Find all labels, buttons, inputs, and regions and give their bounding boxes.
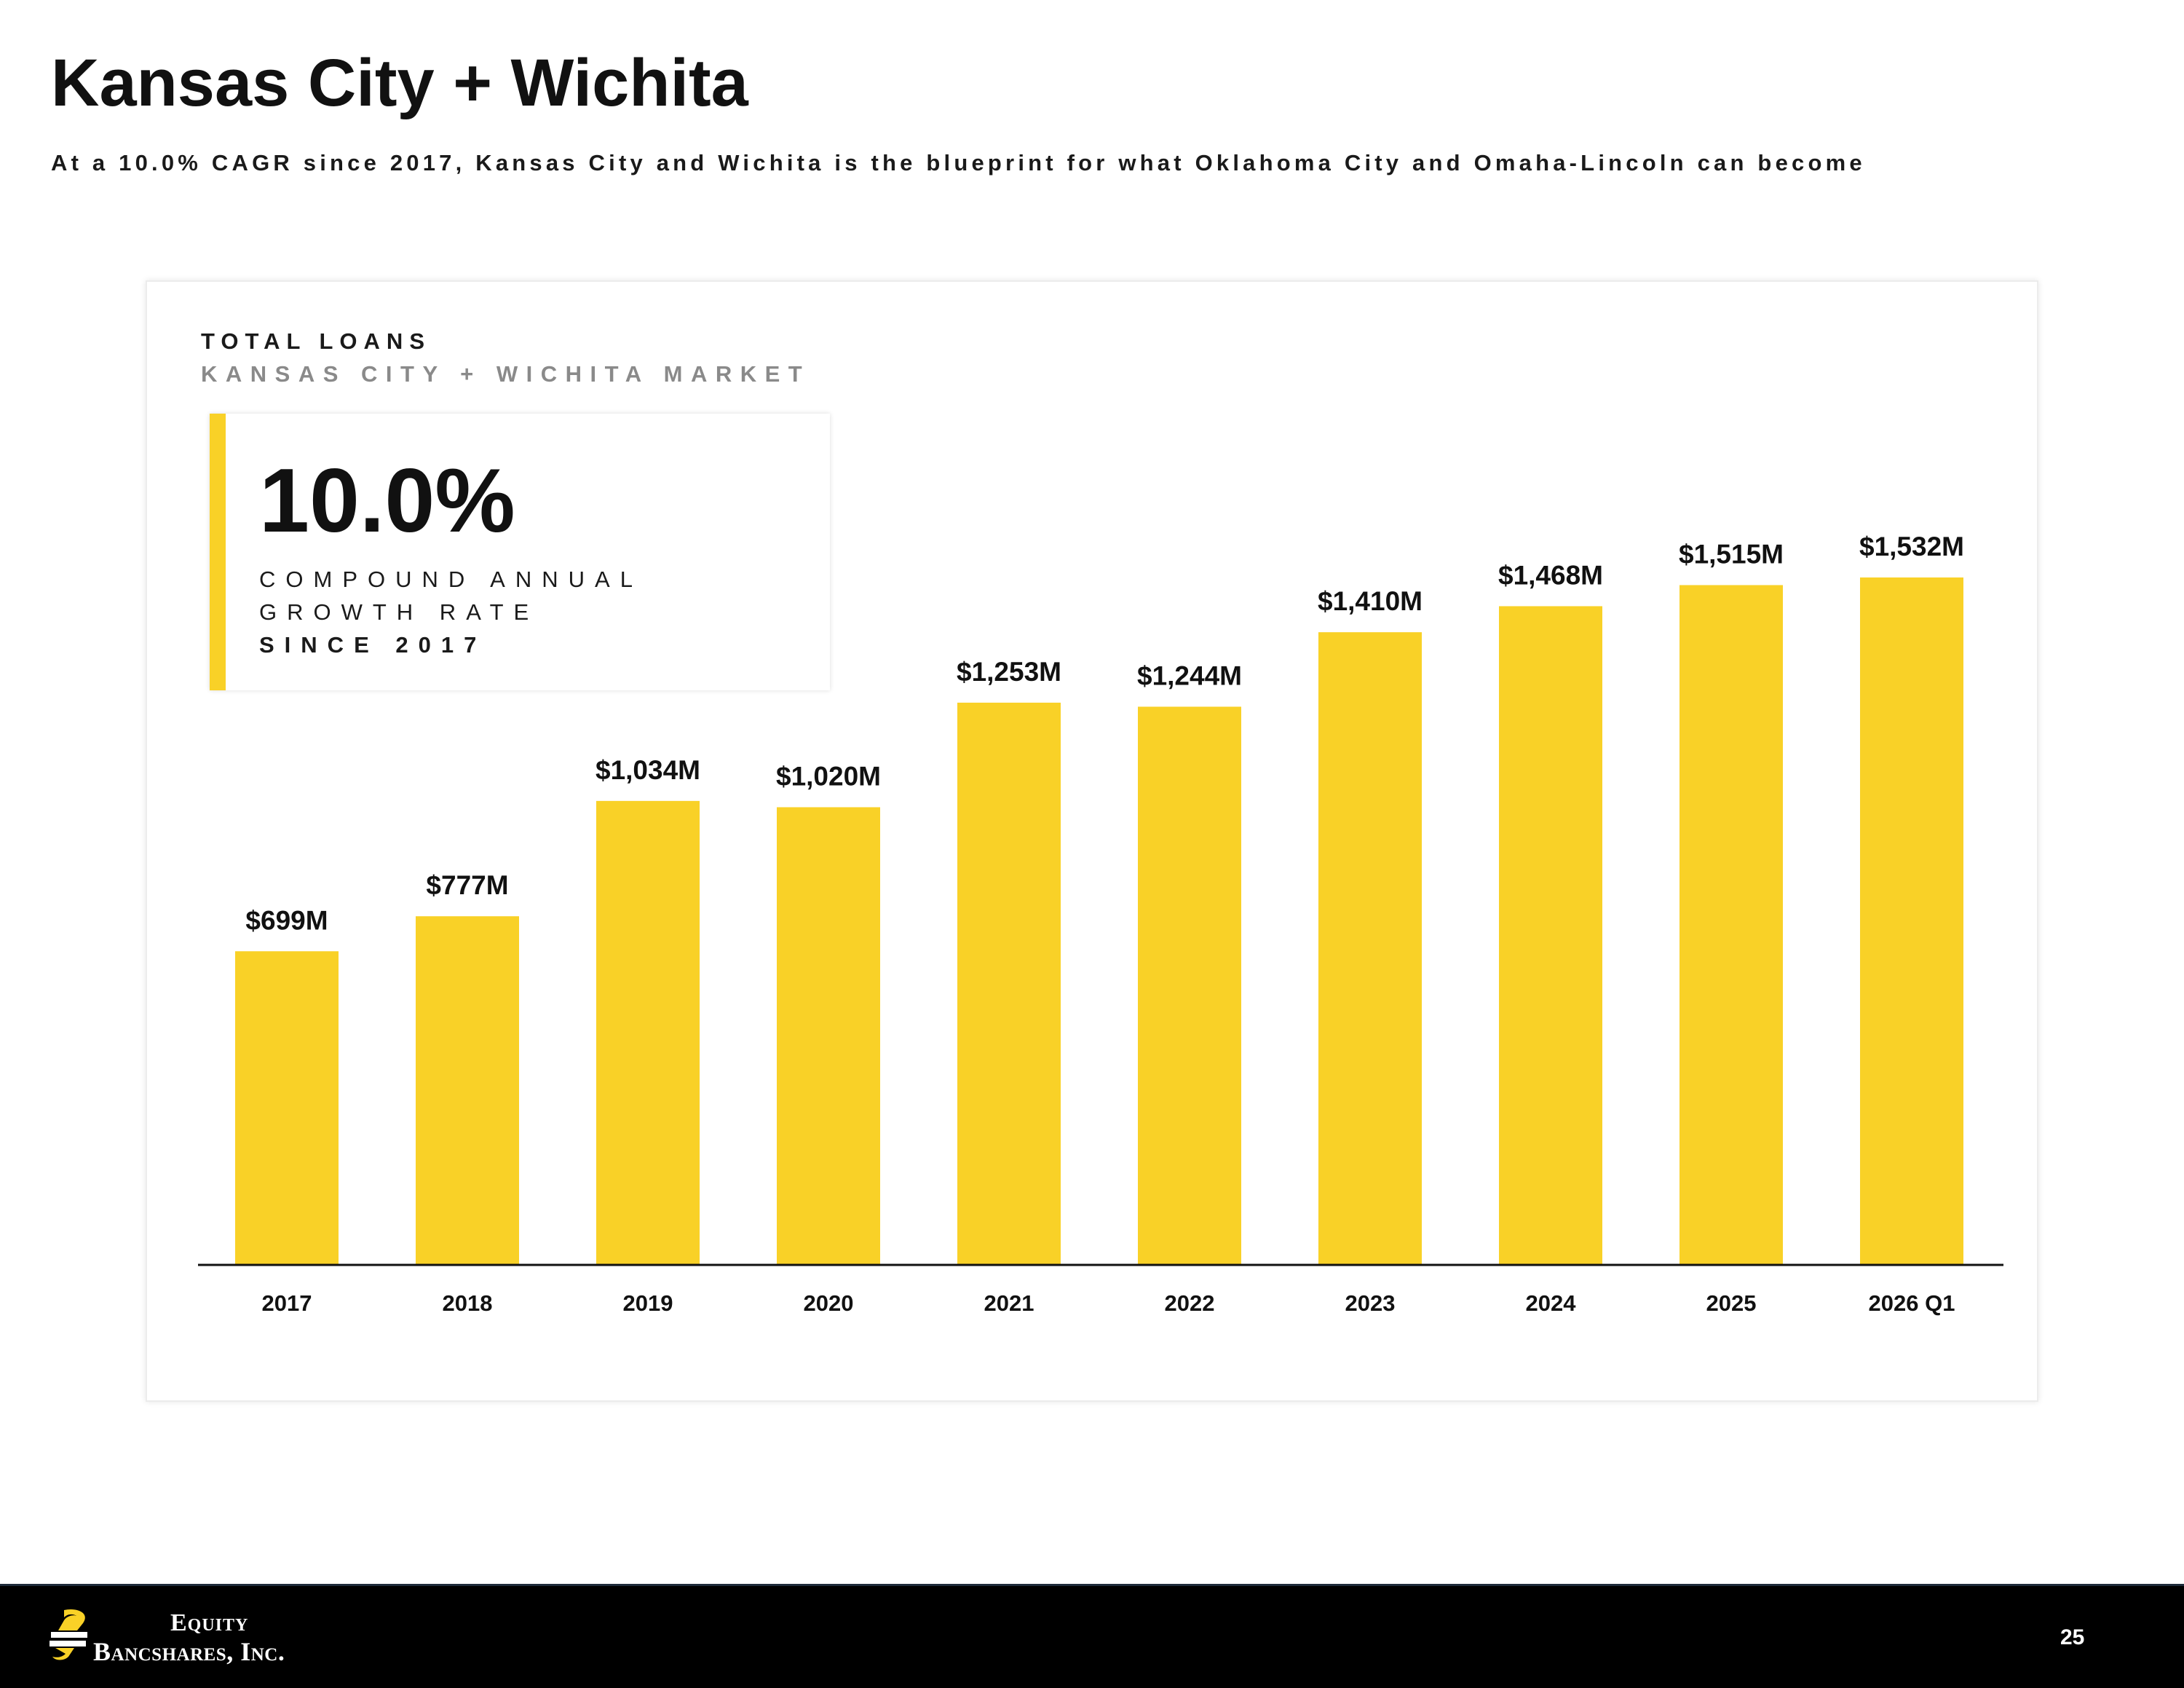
logo-line2: Bancshares, Inc. (93, 1637, 285, 1667)
cagr-value: 10.0% (259, 451, 515, 551)
cagr-accent-bar (210, 414, 226, 690)
x-tick-label: 2019 (623, 1290, 673, 1316)
bar-value-label: $777M (426, 870, 508, 900)
bar-2017 (235, 951, 339, 1265)
page-subtitle: At a 10.0% CAGR since 2017, Kansas City … (51, 150, 1866, 175)
cagr-label-line1: COMPOUND ANNUAL (259, 567, 643, 592)
x-tick-label: 2020 (804, 1290, 854, 1316)
bar-2023 (1318, 632, 1422, 1265)
bar-value-label: $1,020M (776, 761, 881, 791)
logo-line1: Equity (170, 1609, 249, 1636)
bar-2024 (1499, 606, 1602, 1265)
x-tick-label: 2021 (984, 1290, 1034, 1316)
page-number: 25 (2060, 1625, 2085, 1649)
bar-2025 (1679, 585, 1783, 1265)
x-tick-label: 2018 (443, 1290, 493, 1316)
company-logo-text: Equity Bancshares, Inc. (93, 1609, 285, 1666)
cagr-label-line2: GROWTH RATE (259, 599, 539, 625)
x-tick-label: 2017 (262, 1290, 312, 1316)
chart-title: TOTAL LOANS (201, 328, 431, 354)
x-tick-label: 2022 (1165, 1290, 1215, 1316)
bar-value-label: $1,468M (1498, 560, 1603, 590)
bar-2021 (957, 702, 1061, 1265)
x-tick-label: 2023 (1345, 1290, 1396, 1316)
footer-bar (0, 1584, 2184, 1688)
bar-2022 (1138, 706, 1241, 1265)
bar-value-label: $1,515M (1679, 539, 1784, 569)
bar-value-label: $1,034M (596, 755, 700, 785)
chart-subtitle: KANSAS CITY + WICHITA MARKET (201, 361, 811, 387)
bar-value-label: $699M (245, 905, 328, 935)
page-title: Kansas City + Wichita (51, 46, 748, 120)
x-tick-label: 2025 (1706, 1290, 1757, 1316)
bar-value-label: $1,410M (1318, 586, 1423, 616)
cagr-label-line3: SINCE 2017 (259, 632, 487, 658)
bar-2019 (596, 800, 700, 1265)
x-tick-label: 2026 Q1 (1869, 1290, 1955, 1316)
bar-2018 (416, 916, 519, 1265)
bar-value-label: $1,532M (1859, 532, 1964, 561)
bar-2020 (777, 807, 880, 1265)
x-tick-label: 2024 (1526, 1290, 1577, 1316)
bar-value-label: $1,253M (957, 657, 1061, 687)
equity-logo-icon (50, 1609, 87, 1660)
bar-value-label: $1,244M (1137, 660, 1242, 690)
cagr-callout: 10.0% COMPOUND ANNUAL GROWTH RATE SINCE … (210, 414, 830, 690)
bar-2026-q1 (1860, 577, 1963, 1265)
